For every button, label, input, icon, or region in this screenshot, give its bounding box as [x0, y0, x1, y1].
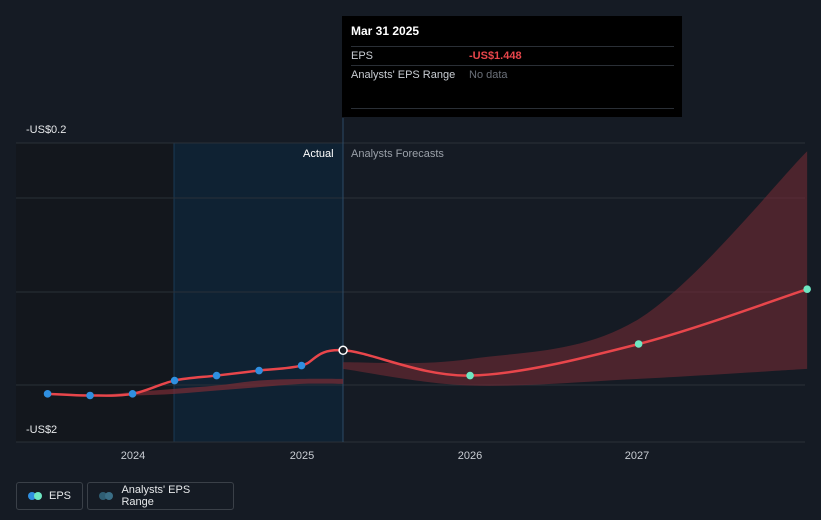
range-legend-swatch	[99, 492, 114, 500]
tooltip-eps-value: -US$1.448	[469, 50, 522, 62]
legend-eps-label: EPS	[48, 490, 71, 502]
tooltip-divider	[351, 108, 674, 109]
eps-point[interactable]	[803, 285, 811, 293]
eps-point[interactable]	[212, 371, 221, 380]
tooltip-range-value: No data	[469, 69, 508, 81]
past-range-area	[47, 378, 344, 396]
gridlines	[16, 142, 805, 443]
eps-points	[43, 285, 811, 400]
actual-region-label: Actual	[303, 148, 334, 160]
tooltip-date: Mar 31 2025	[351, 24, 420, 38]
tooltip: Mar 31 2025 EPS -US$1.448 Analysts' EPS …	[342, 16, 682, 117]
eps-point[interactable]	[43, 390, 52, 398]
legend-eps[interactable]: EPS	[16, 482, 83, 510]
legend-range-label: Analysts' EPS Range	[121, 484, 191, 508]
eps-point[interactable]	[297, 361, 306, 370]
eps-point[interactable]	[170, 376, 179, 385]
forecast-range-area	[343, 151, 808, 386]
y-tick-label-bottom: -US$2	[26, 424, 58, 436]
eps-point[interactable]	[86, 391, 94, 400]
eps-legend-swatch	[28, 492, 42, 500]
tooltip-eps-label: EPS	[351, 50, 374, 62]
forecast-region-label: Analysts Forecasts	[351, 148, 444, 160]
x-tick-label-2027: 2027	[624, 450, 650, 462]
eps-point-highlighted[interactable]	[338, 345, 348, 356]
legend-eps-range[interactable]: Analysts' EPS Range	[87, 482, 234, 510]
eps-point[interactable]	[634, 340, 643, 348]
x-tick-label-2025: 2025	[289, 450, 315, 462]
x-tick-label-2026: 2026	[457, 450, 483, 462]
x-tick-label-2024: 2024	[120, 450, 146, 462]
eps-point[interactable]	[128, 390, 137, 398]
eps-point[interactable]	[466, 371, 474, 380]
eps-point[interactable]	[255, 366, 263, 375]
tooltip-eps-row: EPS -US$1.448	[351, 46, 674, 65]
tooltip-range-label: Analysts' EPS Range	[351, 69, 456, 81]
tooltip-range-row: Analysts' EPS Range No data	[351, 65, 674, 84]
y-tick-label-top: -US$0.2	[26, 124, 67, 136]
